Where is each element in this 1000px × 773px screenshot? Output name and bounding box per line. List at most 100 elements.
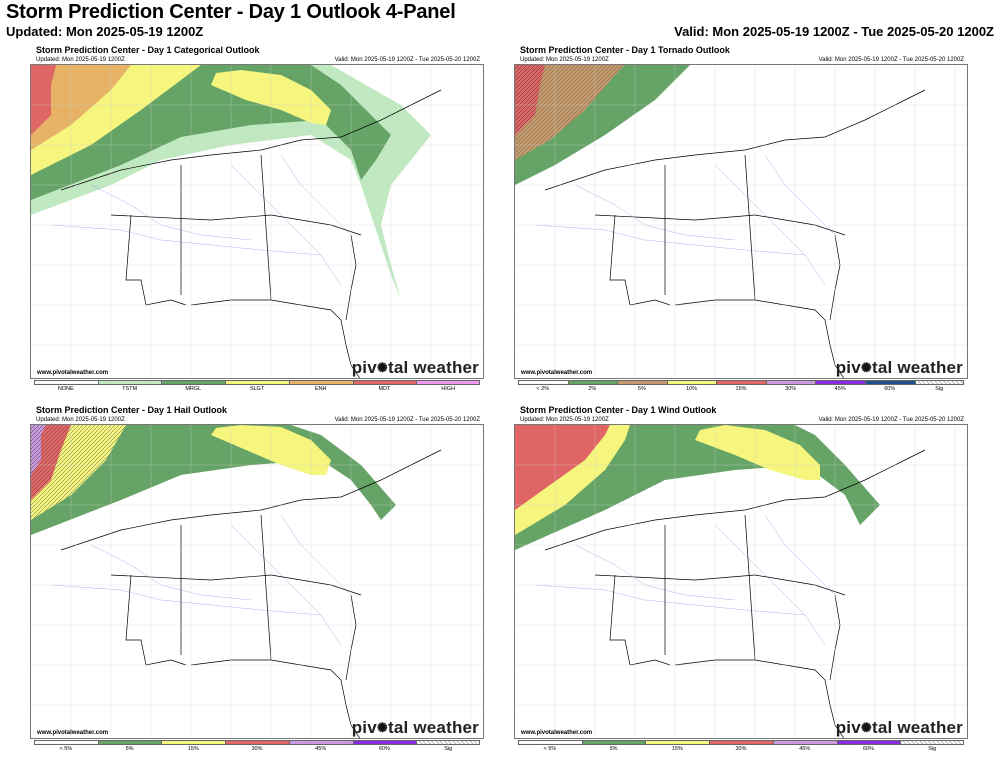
brand-logo: piv✺tal weather bbox=[836, 718, 963, 738]
legend-swatch bbox=[225, 380, 289, 385]
legend-item: 10% bbox=[666, 380, 717, 393]
legend-label: Sig bbox=[444, 746, 453, 752]
site-url: www.pivotalweather.com bbox=[521, 730, 593, 736]
legend-label: 60% bbox=[378, 746, 390, 752]
site-url: www.pivotalweather.com bbox=[37, 370, 109, 376]
brand-text-right: tal weather bbox=[871, 718, 963, 737]
legend-swatch bbox=[900, 740, 965, 745]
legend-label: 45% bbox=[834, 386, 846, 392]
legend-label: 30% bbox=[785, 386, 797, 392]
legend-label: 15% bbox=[671, 746, 683, 752]
legend-swatch bbox=[518, 380, 568, 385]
panel-valid: Valid: Mon 2025-05-19 1200Z - Tue 2025-0… bbox=[818, 57, 964, 63]
legend-item: Sig bbox=[900, 740, 965, 753]
legend-label: 45% bbox=[799, 746, 811, 752]
legend-label: 5% bbox=[125, 746, 134, 752]
legend-label: 2% bbox=[588, 386, 597, 392]
legend-item: 45% bbox=[815, 380, 865, 393]
legend-swatch bbox=[161, 380, 226, 385]
legend-label: MDT bbox=[378, 386, 391, 392]
legend-swatch bbox=[765, 380, 816, 385]
legend-label: HIGH bbox=[441, 386, 456, 392]
brand-logo: piv✺tal weather bbox=[352, 358, 479, 378]
panel-title: Storm Prediction Center - Day 1 Wind Out… bbox=[520, 405, 717, 415]
panel-title: Storm Prediction Center - Day 1 Hail Out… bbox=[36, 405, 228, 415]
legend-item: HIGH bbox=[416, 380, 481, 393]
legend-label: < 2% bbox=[536, 386, 550, 392]
page-title: Storm Prediction Center - Day 1 Outlook … bbox=[6, 1, 456, 23]
brand-logo: piv✺tal weather bbox=[352, 718, 479, 738]
gear-logo-icon: ✺ bbox=[860, 360, 872, 375]
site-url: www.pivotalweather.com bbox=[37, 730, 109, 736]
panel-title: Storm Prediction Center - Day 1 Categori… bbox=[36, 45, 260, 55]
legend-label: ENH bbox=[314, 386, 327, 392]
panel-updated: Updated: Mon 2025-05-19 1200Z bbox=[36, 57, 125, 63]
panel-hail: Storm Prediction Center - Day 1 Hail Out… bbox=[30, 403, 484, 755]
legend-label: 5% bbox=[637, 386, 646, 392]
gear-logo-icon: ✺ bbox=[860, 720, 872, 735]
legend-swatch bbox=[772, 740, 837, 745]
legend-label: 5% bbox=[609, 746, 618, 752]
legend-item: 5% bbox=[97, 740, 162, 753]
legend-swatch bbox=[617, 380, 667, 385]
legend-label: < 5% bbox=[59, 746, 73, 752]
legend-label: SLGT bbox=[249, 386, 265, 392]
panel-updated: Updated: Mon 2025-05-19 1200Z bbox=[520, 57, 609, 63]
legend-swatch bbox=[97, 740, 162, 745]
legend-label: 60% bbox=[884, 386, 896, 392]
outlook-map[interactable]: www.pivotalweather.com piv✺tal weather bbox=[514, 424, 968, 739]
gear-logo-icon: ✺ bbox=[376, 360, 388, 375]
legend-swatch bbox=[97, 380, 162, 385]
outlook-map[interactable]: www.pivotalweather.com piv✺tal weather bbox=[30, 64, 484, 379]
legend-swatch bbox=[34, 380, 98, 385]
legend-item: 60% bbox=[836, 740, 901, 753]
legend-swatch bbox=[645, 740, 710, 745]
legend-swatch bbox=[352, 740, 417, 745]
legend-label: 15% bbox=[735, 386, 747, 392]
legend-item: 30% bbox=[225, 740, 289, 753]
legend: NONE TSTM MRGL SLGT ENH MDT HIGH bbox=[34, 380, 481, 393]
legend-item: 60% bbox=[352, 740, 417, 753]
legend-swatch bbox=[161, 740, 226, 745]
panel-tornado: Storm Prediction Center - Day 1 Tornado … bbox=[514, 43, 968, 395]
legend-swatch bbox=[567, 380, 618, 385]
panel-updated: Updated: Mon 2025-05-19 1200Z bbox=[520, 417, 609, 423]
legend-item: 30% bbox=[765, 380, 816, 393]
panel-valid: Valid: Mon 2025-05-19 1200Z - Tue 2025-0… bbox=[818, 417, 964, 423]
legend-item: SLGT bbox=[225, 380, 289, 393]
legend: < 2% 2% 5% 10% 15% 30% 45% 60% Sig bbox=[518, 380, 965, 393]
legend-item: 2% bbox=[567, 380, 618, 393]
legend-item: Sig bbox=[914, 380, 965, 393]
legend-label: 60% bbox=[862, 746, 874, 752]
legend-swatch bbox=[815, 380, 865, 385]
legend-item: ENH bbox=[288, 380, 353, 393]
legend-item: MRGL bbox=[161, 380, 226, 393]
legend-swatch bbox=[288, 740, 353, 745]
brand-logo: piv✺tal weather bbox=[836, 358, 963, 378]
legend-label: Sig bbox=[928, 746, 937, 752]
legend-item: 60% bbox=[864, 380, 915, 393]
legend-item: < 5% bbox=[34, 740, 98, 753]
legend-label: 30% bbox=[251, 746, 263, 752]
legend-item: 45% bbox=[772, 740, 837, 753]
legend-item: 5% bbox=[617, 380, 667, 393]
legend-swatch bbox=[416, 740, 481, 745]
brand-text-left: piv bbox=[835, 718, 861, 737]
legend-label: 45% bbox=[315, 746, 327, 752]
legend-swatch bbox=[581, 740, 646, 745]
legend: < 5% 5% 15% 30% 45% 60% Sig bbox=[34, 740, 481, 753]
outlook-map[interactable]: www.pivotalweather.com piv✺tal weather bbox=[30, 424, 484, 739]
panel-valid: Valid: Mon 2025-05-19 1200Z - Tue 2025-0… bbox=[334, 417, 480, 423]
legend-item: 15% bbox=[716, 380, 766, 393]
brand-text-left: piv bbox=[835, 358, 861, 377]
gear-logo-icon: ✺ bbox=[376, 720, 388, 735]
legend-item: Sig bbox=[416, 740, 481, 753]
outlook-map[interactable]: www.pivotalweather.com piv✺tal weather bbox=[514, 64, 968, 379]
panel-updated: Updated: Mon 2025-05-19 1200Z bbox=[36, 417, 125, 423]
legend-swatch bbox=[836, 740, 901, 745]
brand-text-left: piv bbox=[351, 358, 377, 377]
legend-item: 45% bbox=[288, 740, 353, 753]
panel-title: Storm Prediction Center - Day 1 Tornado … bbox=[520, 45, 730, 55]
legend-item: TSTM bbox=[97, 380, 162, 393]
brand-text-right: tal weather bbox=[387, 358, 479, 377]
